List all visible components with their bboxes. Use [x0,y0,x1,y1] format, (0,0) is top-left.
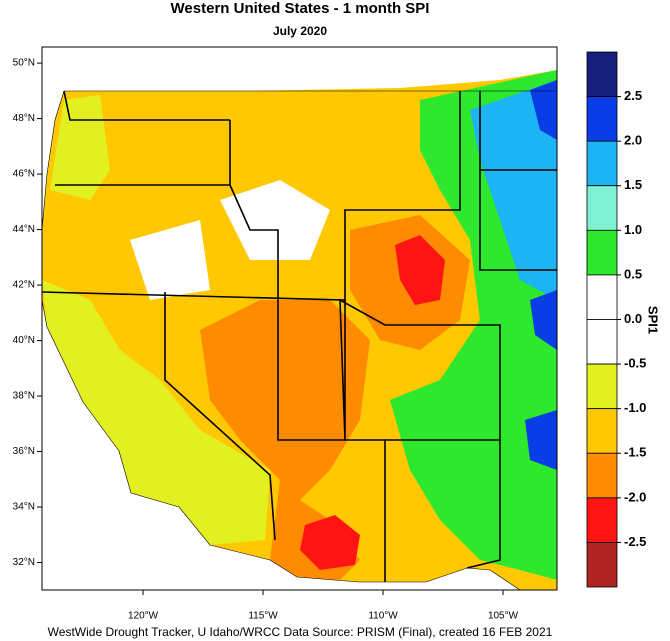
colorbar-tick-label: 2.0 [624,133,642,148]
yellow-coast [42,280,270,545]
colorbar-segment [586,319,618,365]
red-az [300,515,360,570]
colorbar-segment [586,140,618,187]
colorbar-segment [586,96,618,142]
red-wy [395,235,445,305]
lat-label: 42°N [13,280,35,291]
lat-label: 46°N [13,169,35,180]
blue-east [470,80,557,300]
coastline [42,90,521,590]
colorbar-tick-label: -2.5 [624,534,646,549]
colorbar-tick-label: -2.0 [624,489,646,504]
state-line [479,91,557,271]
colorbar-segment [586,185,618,231]
colorbar-tick-label: 2.5 [624,88,642,103]
map-frame [41,46,558,591]
white-patch [220,180,330,260]
colorbar-tick-label: -1.0 [624,400,646,415]
colorbar-segment [586,452,618,499]
colorbar-segment [586,408,618,454]
colorbar-tick-label: 0.0 [624,311,642,326]
colorbar-segment [586,51,618,97]
colorbar-segment [586,497,618,543]
colorbar-tick-label: 1.5 [624,177,642,192]
state-line [466,440,501,569]
state-line [42,91,461,301]
state-line [229,184,279,292]
title: Western United States - 1 month SPI [171,0,430,17]
colorbar-tick-label: -1.5 [624,445,646,460]
colorbar-tick-label: -0.5 [624,356,646,371]
lat-label: 32°N [13,557,35,568]
map [41,46,558,591]
colorbar-segment [586,542,618,588]
subtitle: July 2020 [273,24,327,38]
lat-label: 36°N [13,446,35,457]
footer: WestWide Drought Tracker, U Idaho/WRCC D… [48,625,553,639]
colorbar-segment [586,229,618,276]
state-line [63,90,230,121]
lat-label: 34°N [13,502,35,513]
lon-label: 105°W [488,611,519,622]
lon-label: 110°W [368,611,398,622]
lat-label: 44°N [13,224,35,235]
colorbar-segment [586,274,618,320]
state-line [277,292,386,582]
lon-label: 115°W [248,611,278,622]
deepblue-east3 [525,410,557,470]
yellow-nw [50,95,110,200]
deepblue-east2 [530,290,557,350]
state-line [164,292,276,541]
colorbar-label: SPI1 [646,306,661,334]
colorbar-segment [586,363,618,410]
lat-label: 40°N [13,335,35,346]
lat-label: 50°N [13,58,35,69]
white-patch2 [130,220,210,300]
lon-label: 120°W [128,611,159,622]
colorbar-tick-label: 0.5 [624,266,642,281]
deepblue-east [530,80,557,140]
colorbar-tick-label: 1.0 [624,222,642,237]
lat-label: 38°N [13,391,35,402]
lat-label: 48°N [13,113,35,124]
